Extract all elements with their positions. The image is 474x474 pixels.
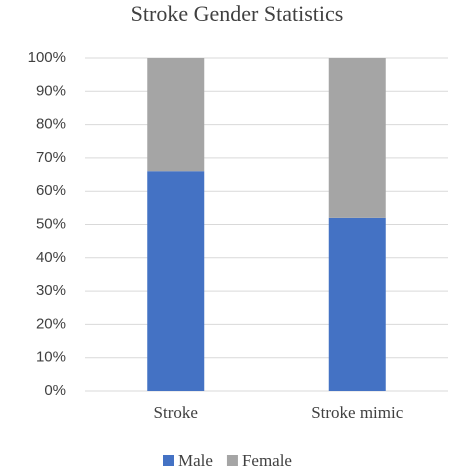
legend-swatch xyxy=(163,455,174,466)
y-tick-label: 80% xyxy=(36,116,66,133)
y-tick-label: 50% xyxy=(36,215,66,232)
y-tick-label: 0% xyxy=(44,382,66,399)
y-tick-label: 20% xyxy=(36,315,66,332)
legend-swatch xyxy=(226,455,238,466)
y-tick-label: 30% xyxy=(36,282,66,299)
y-tick-label: 40% xyxy=(36,249,66,266)
bar-segment xyxy=(328,58,386,218)
bar-segment xyxy=(147,171,205,391)
legend-label: Female xyxy=(242,451,292,470)
x-tick-label: Stroke xyxy=(154,403,198,422)
bar-segment xyxy=(328,217,386,391)
bar-segment xyxy=(147,58,205,172)
x-tick-label: Stroke mimic xyxy=(311,403,404,422)
chart-title: Stroke Gender Statistics xyxy=(131,1,344,26)
y-tick-label: 60% xyxy=(36,182,66,199)
y-tick-label: 100% xyxy=(28,49,66,66)
y-tick-label: 90% xyxy=(36,82,66,99)
y-tick-label: 10% xyxy=(36,349,66,366)
legend-label: Male xyxy=(178,451,213,470)
y-tick-label: 70% xyxy=(36,149,66,166)
